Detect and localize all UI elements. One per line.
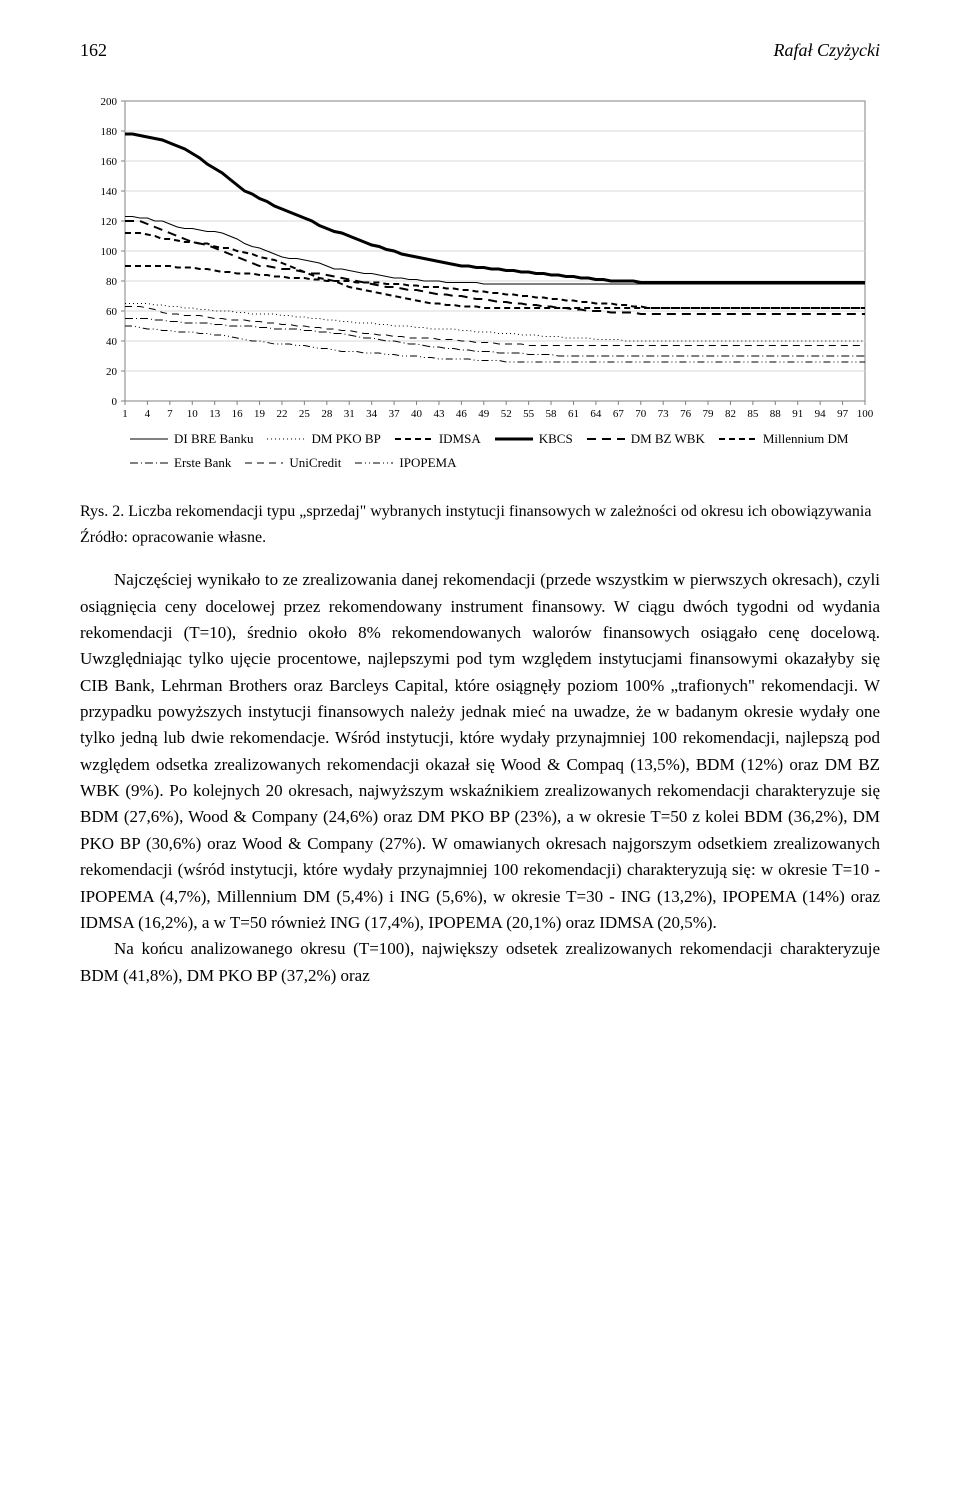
- legend-label: DM BZ WBK: [631, 431, 705, 447]
- svg-text:7: 7: [167, 408, 173, 420]
- svg-text:40: 40: [411, 408, 423, 420]
- svg-text:67: 67: [613, 408, 625, 420]
- figure-label: Rys. 2.: [80, 503, 124, 520]
- svg-text:16: 16: [232, 408, 244, 420]
- svg-text:100: 100: [857, 408, 874, 420]
- legend-item: IDMSA: [395, 431, 481, 447]
- legend-item: DM PKO BP: [267, 431, 380, 447]
- svg-text:34: 34: [366, 408, 378, 420]
- svg-text:31: 31: [344, 408, 355, 420]
- svg-text:120: 120: [101, 216, 118, 228]
- svg-text:200: 200: [101, 96, 118, 108]
- legend-item: UniCredit: [245, 455, 341, 471]
- svg-text:61: 61: [568, 408, 579, 420]
- svg-text:80: 80: [106, 276, 118, 288]
- svg-text:46: 46: [456, 408, 468, 420]
- svg-text:58: 58: [546, 408, 558, 420]
- svg-text:64: 64: [590, 408, 602, 420]
- svg-text:43: 43: [433, 408, 445, 420]
- svg-text:180: 180: [101, 126, 118, 138]
- legend-label: DM PKO BP: [311, 431, 380, 447]
- legend-label: DI BRE Banku: [174, 431, 253, 447]
- page-header: 162 Rafał Czyżycki: [80, 40, 880, 61]
- svg-text:1: 1: [122, 408, 128, 420]
- svg-text:79: 79: [703, 408, 715, 420]
- svg-text:85: 85: [747, 408, 759, 420]
- legend-label: UniCredit: [289, 455, 341, 471]
- svg-text:140: 140: [101, 186, 118, 198]
- svg-text:94: 94: [815, 408, 827, 420]
- svg-text:49: 49: [478, 408, 490, 420]
- svg-text:52: 52: [501, 408, 512, 420]
- legend-label: KBCS: [539, 431, 573, 447]
- svg-text:4: 4: [145, 408, 151, 420]
- paragraph: Na końcu analizowanego okresu (T=100), n…: [80, 936, 880, 989]
- svg-text:88: 88: [770, 408, 782, 420]
- svg-text:91: 91: [792, 408, 803, 420]
- svg-text:0: 0: [112, 396, 118, 408]
- legend-label: IDMSA: [439, 431, 481, 447]
- svg-text:100: 100: [101, 246, 118, 258]
- svg-text:73: 73: [658, 408, 670, 420]
- svg-text:25: 25: [299, 408, 311, 420]
- svg-text:40: 40: [106, 336, 118, 348]
- svg-text:10: 10: [187, 408, 199, 420]
- svg-text:19: 19: [254, 408, 266, 420]
- body-text: Najczęściej wynikało to ze zrealizowania…: [80, 567, 880, 989]
- figure-text: Liczba rekomendacji typu „sprzedaj" wybr…: [128, 503, 871, 520]
- svg-text:76: 76: [680, 408, 692, 420]
- legend-label: Millennium DM: [763, 431, 849, 447]
- chart-legend: DI BRE Banku DM PKO BP IDMSA KBCS DM BZ WBK M…: [80, 431, 880, 481]
- legend-label: IPOPEMA: [399, 455, 456, 471]
- legend-item: IPOPEMA: [355, 455, 456, 471]
- figure-caption: Rys. 2. Liczba rekomendacji typu „sprzed…: [80, 501, 880, 523]
- line-chart: 0 20 40 60 80 100 120 140 160 180 200 1 4 7 10 13 16 19 22…: [80, 91, 880, 431]
- svg-text:55: 55: [523, 408, 535, 420]
- paragraph: Najczęściej wynikało to ze zrealizowania…: [80, 567, 880, 936]
- svg-text:60: 60: [106, 306, 118, 318]
- source-line: Źródło: opracowanie własne.: [80, 529, 880, 547]
- svg-text:20: 20: [106, 366, 118, 378]
- header-author: Rafał Czyżycki: [774, 40, 880, 61]
- svg-text:13: 13: [209, 408, 221, 420]
- svg-text:97: 97: [837, 408, 849, 420]
- chart-container: 0 20 40 60 80 100 120 140 160 180 200 1 4 7 10 13 16 19 22…: [80, 91, 880, 481]
- svg-text:22: 22: [276, 408, 287, 420]
- page-number: 162: [80, 40, 107, 61]
- svg-text:82: 82: [725, 408, 736, 420]
- legend-item: DI BRE Banku: [130, 431, 253, 447]
- legend-item: DM BZ WBK: [587, 431, 705, 447]
- legend-label: Erste Bank: [174, 455, 231, 471]
- legend-item: Erste Bank: [130, 455, 231, 471]
- svg-text:70: 70: [635, 408, 647, 420]
- svg-text:160: 160: [101, 156, 118, 168]
- legend-item: Millennium DM: [719, 431, 849, 447]
- svg-text:28: 28: [321, 408, 333, 420]
- legend-item: KBCS: [495, 431, 573, 447]
- svg-text:37: 37: [389, 408, 401, 420]
